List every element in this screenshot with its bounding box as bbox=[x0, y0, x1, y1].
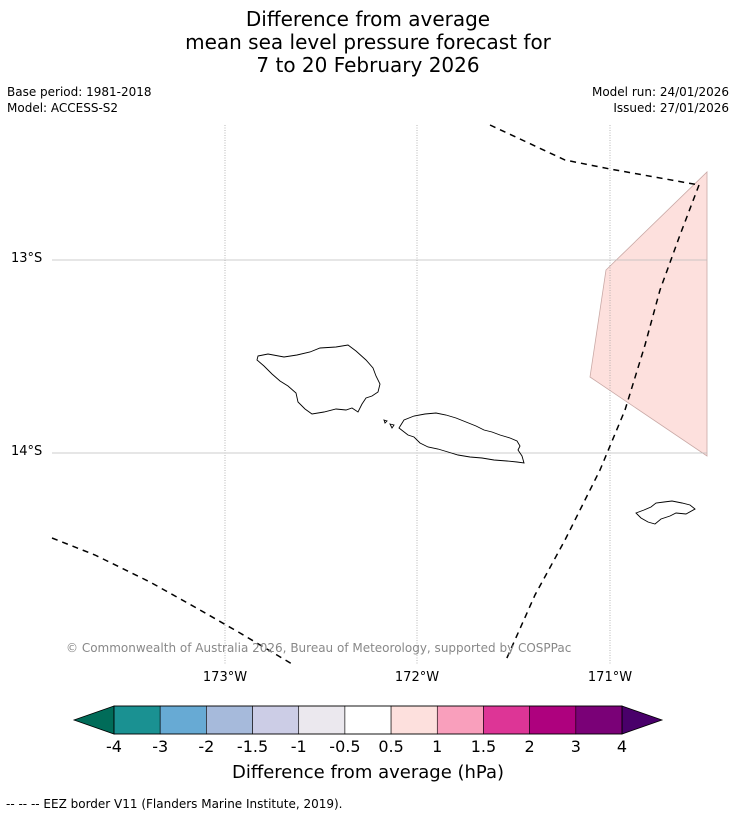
lat-label-14s: 14°S bbox=[11, 444, 43, 459]
colorbar-tick-label: -1 bbox=[290, 737, 307, 756]
colorbar-label: Difference from average (hPa) bbox=[231, 762, 505, 783]
colorbar bbox=[72, 705, 664, 735]
colorbar-tick-label: -1.5 bbox=[236, 737, 269, 756]
savaii-island bbox=[256, 344, 381, 415]
colorbar-tick-label: -4 bbox=[106, 737, 122, 756]
colorbar-segment bbox=[529, 705, 577, 735]
apolima-islet bbox=[389, 423, 395, 429]
lon-label-173w: 173°W bbox=[202, 670, 248, 685]
colorbar-tick-label: 3 bbox=[570, 737, 581, 756]
colorbar-tick-label: -0.5 bbox=[329, 737, 361, 756]
manono-islet bbox=[383, 419, 388, 424]
colorbar-segment bbox=[298, 705, 346, 735]
colorbar-segment bbox=[252, 705, 300, 735]
colorbar-frame bbox=[113, 705, 623, 735]
meta-left: Base period: 1981-2018 Model: ACCESS-S2 bbox=[7, 84, 152, 116]
graticule bbox=[52, 125, 707, 665]
lon-label-172w: 172°W bbox=[394, 670, 440, 685]
title-line-1: Difference from average bbox=[245, 7, 491, 31]
colorbar-tick-label: 1.5 bbox=[470, 737, 497, 756]
coastlines bbox=[256, 344, 696, 525]
colorbar-segment bbox=[436, 705, 484, 735]
tutuila-island bbox=[635, 500, 696, 525]
model-name: Model: ACCESS-S2 bbox=[7, 101, 119, 115]
colorbar-segment bbox=[390, 705, 438, 735]
lon-label-171w: 171°W bbox=[587, 670, 633, 685]
chart-title: Difference from average mean sea level p… bbox=[0, 8, 736, 77]
eez-borders bbox=[51, 124, 700, 665]
colorbar-tick-label: 0.5 bbox=[378, 737, 404, 756]
copyright-notice: © Commonwealth of Australia 2026, Bureau… bbox=[66, 641, 572, 655]
colorbar-extend-high bbox=[621, 705, 664, 735]
base-period: Base period: 1981-2018 bbox=[7, 85, 152, 99]
colorbar-segment bbox=[575, 705, 623, 735]
model-run: Model run: 24/01/2026 bbox=[591, 85, 729, 99]
colorbar-segment bbox=[159, 705, 207, 735]
colorbar-segment bbox=[344, 705, 392, 735]
upolu-island bbox=[398, 412, 525, 464]
colorbar-tick-label: 2 bbox=[524, 737, 535, 756]
eez-border-north bbox=[489, 124, 700, 186]
footnote: -- -- -- EEZ border V11 (Flanders Marine… bbox=[6, 797, 343, 811]
eez-border-east bbox=[505, 184, 700, 661]
colorbar-tick-label: 1 bbox=[432, 737, 443, 756]
issued-date: Issued: 27/01/2026 bbox=[613, 101, 729, 115]
title-line-2: mean sea level pressure forecast for bbox=[185, 30, 551, 54]
colorbar-tick-label: -3 bbox=[152, 737, 169, 756]
colorbar-segment bbox=[206, 705, 253, 735]
anomaly-region-0.5-1 bbox=[589, 171, 708, 457]
title-line-3: 7 to 20 February 2026 bbox=[256, 53, 480, 77]
colorbar-segment bbox=[483, 705, 530, 735]
meta-right: Model run: 24/01/2026 Issued: 27/01/2026 bbox=[592, 84, 729, 116]
colorbar-extend-low bbox=[72, 705, 115, 735]
colorbar-segment bbox=[113, 705, 161, 735]
eez-border-west bbox=[51, 537, 293, 665]
colorbar-tick-label: -2 bbox=[198, 737, 215, 756]
colorbar-tick-label: 4 bbox=[616, 737, 628, 756]
lat-label-13s: 13°S bbox=[11, 251, 43, 266]
